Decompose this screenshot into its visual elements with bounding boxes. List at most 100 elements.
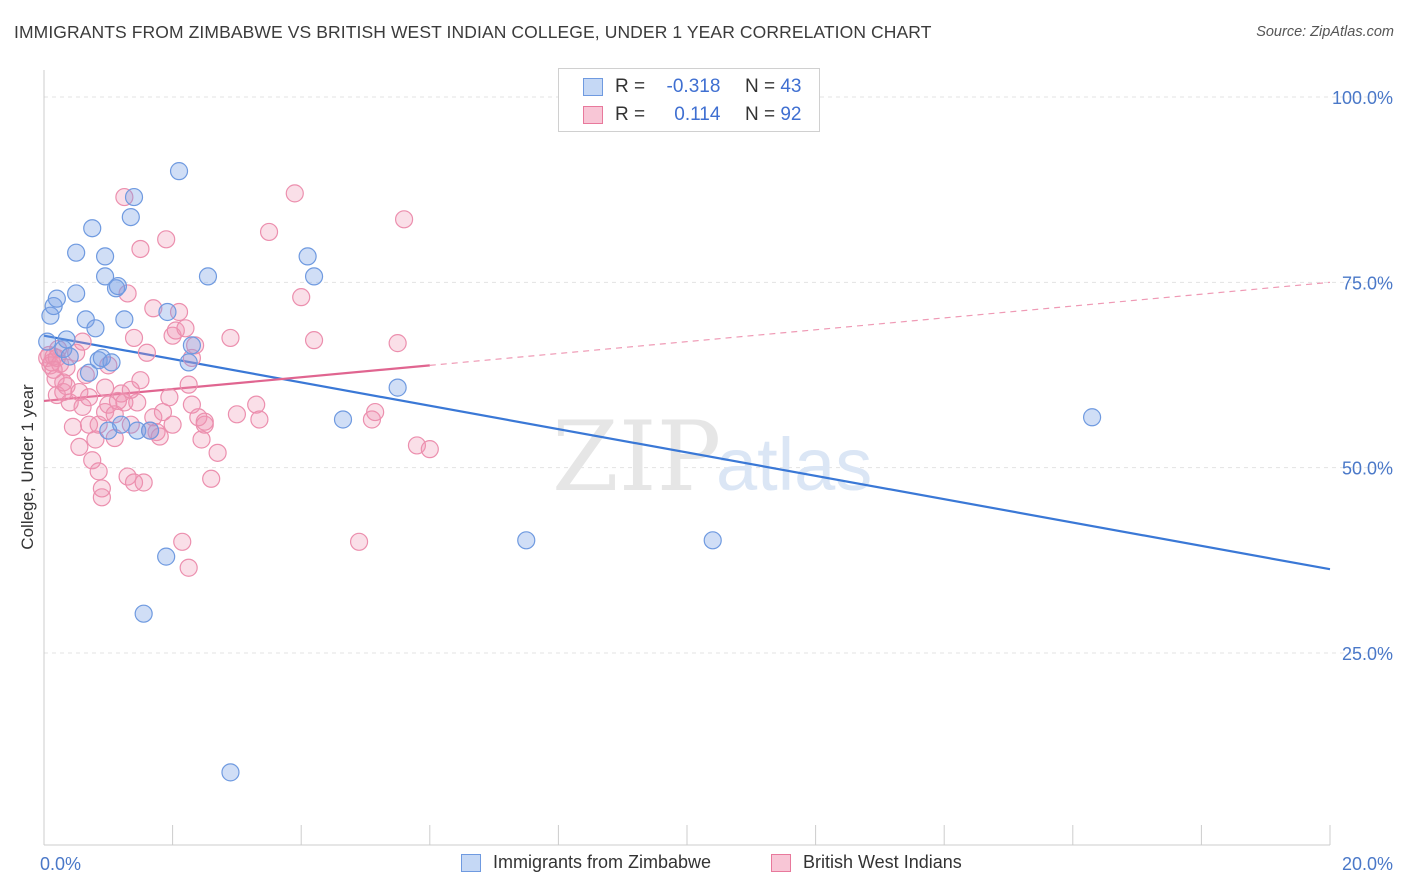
- point-bwi: [92, 479, 111, 498]
- point-zimbabwe: [83, 219, 102, 238]
- chart-title: IMMIGRANTS FROM ZIMBABWE VS BRITISH WEST…: [14, 22, 932, 42]
- point-zimbabwe: [304, 267, 324, 286]
- point-zimbabwe: [517, 531, 536, 550]
- point-zimbabwe: [112, 415, 131, 434]
- point-zimbabwe: [158, 302, 177, 322]
- point-bwi: [83, 451, 102, 470]
- point-bwi: [99, 395, 118, 414]
- y-tick-label: 50.0%: [1342, 459, 1393, 479]
- point-zimbabwe: [41, 306, 60, 325]
- point-zimbabwe: [67, 284, 86, 303]
- legend-r-label: R =: [615, 76, 646, 97]
- point-bwi: [292, 288, 311, 307]
- point-bwi: [124, 473, 144, 492]
- legend-stats-zimbabwe: R = -0.318 N = 43: [615, 76, 801, 98]
- point-bwi: [131, 239, 150, 259]
- point-bwi: [202, 469, 221, 488]
- point-bwi: [176, 319, 195, 338]
- point-bwi: [163, 415, 182, 434]
- trend-line-zimbabwe: [43, 334, 1331, 571]
- legend-n-label: N =: [744, 76, 776, 97]
- watermark-atlas: atlas: [716, 423, 872, 506]
- point-zimbabwe: [221, 763, 240, 782]
- point-bwi: [160, 388, 179, 407]
- point-zimbabwe: [1082, 408, 1102, 427]
- point-zimbabwe: [134, 604, 153, 623]
- point-bwi: [124, 328, 144, 348]
- point-bwi: [54, 373, 73, 392]
- point-bwi: [79, 388, 99, 407]
- point-bwi: [108, 391, 128, 411]
- point-bwi: [144, 408, 163, 427]
- point-bwi: [420, 440, 439, 459]
- point-bwi: [173, 532, 192, 551]
- point-bwi: [131, 371, 150, 390]
- point-bwi: [179, 558, 198, 577]
- x-tick-label: 20.0%: [1342, 854, 1393, 874]
- point-bwi: [134, 473, 153, 492]
- point-bwi: [115, 187, 134, 207]
- legend-r-value: 0.114: [674, 104, 721, 125]
- grid-lines: [44, 96, 1392, 654]
- point-bwi: [118, 284, 137, 303]
- point-zimbabwe: [95, 267, 115, 286]
- bottom-legend-bwi: British West Indians: [771, 852, 962, 873]
- y-tick-label: 75.0%: [1342, 273, 1393, 293]
- point-bwi: [76, 365, 95, 385]
- point-bwi: [179, 375, 198, 394]
- point-zimbabwe: [102, 353, 121, 372]
- point-zimbabwe: [388, 378, 407, 397]
- point-zimbabwe: [157, 547, 176, 566]
- watermark-zip: ZIP: [552, 401, 721, 513]
- bottom-swatch-pink: [771, 853, 791, 872]
- point-zimbabwe: [86, 319, 105, 338]
- point-zimbabwe: [121, 207, 140, 227]
- legend-r-value: -0.318: [666, 76, 721, 97]
- point-bwi: [150, 427, 169, 446]
- point-bwi: [157, 230, 176, 249]
- legend-r-label: R =: [615, 104, 646, 125]
- point-zimbabwe: [169, 162, 189, 181]
- point-zimbabwe: [92, 348, 111, 368]
- legend-n-label: N =: [744, 104, 776, 125]
- point-zimbabwe: [54, 339, 73, 359]
- point-bwi: [304, 331, 324, 350]
- y-tick-label: 100.0%: [1332, 88, 1393, 108]
- point-zimbabwe: [333, 410, 353, 429]
- point-bwi: [227, 405, 246, 424]
- axes: [43, 70, 1331, 846]
- legend-swatch-pink: [583, 106, 603, 124]
- point-bwi: [221, 328, 240, 348]
- point-bwi: [349, 532, 369, 551]
- point-bwi: [285, 184, 304, 203]
- point-bwi: [137, 343, 156, 362]
- point-bwi: [95, 378, 115, 397]
- point-zimbabwe: [108, 276, 128, 296]
- point-bwi: [144, 299, 163, 318]
- legend-n-value: 92: [780, 104, 802, 125]
- point-bwi: [89, 462, 108, 481]
- legend-n-value: 43: [780, 76, 802, 97]
- point-bwi: [394, 210, 414, 229]
- point-zimbabwe: [79, 363, 99, 382]
- point-bwi: [70, 437, 89, 457]
- point-zimbabwe: [140, 421, 160, 440]
- legend-stats-bwi: R = 0.114 N = 92: [615, 104, 801, 126]
- bottom-legend-label: British West Indians: [803, 852, 962, 872]
- point-zimbabwe: [179, 353, 198, 372]
- point-zimbabwe: [128, 421, 147, 440]
- bottom-swatch-blue: [461, 853, 481, 872]
- point-zimbabwe: [38, 332, 57, 351]
- point-zimbabwe: [703, 531, 722, 550]
- point-bwi: [73, 332, 92, 351]
- point-bwi: [99, 356, 118, 375]
- point-bwi: [388, 334, 407, 353]
- x-tick-label: 0.0%: [40, 854, 81, 874]
- point-zimbabwe: [67, 243, 86, 262]
- point-bwi: [44, 360, 63, 379]
- point-bwi: [70, 382, 89, 402]
- point-bwi: [259, 222, 279, 242]
- point-bwi: [250, 410, 269, 429]
- tick-labels: 100.0% 75.0% 50.0% 25.0% 0.0% 20.0%: [40, 88, 1393, 874]
- point-bwi: [121, 380, 140, 399]
